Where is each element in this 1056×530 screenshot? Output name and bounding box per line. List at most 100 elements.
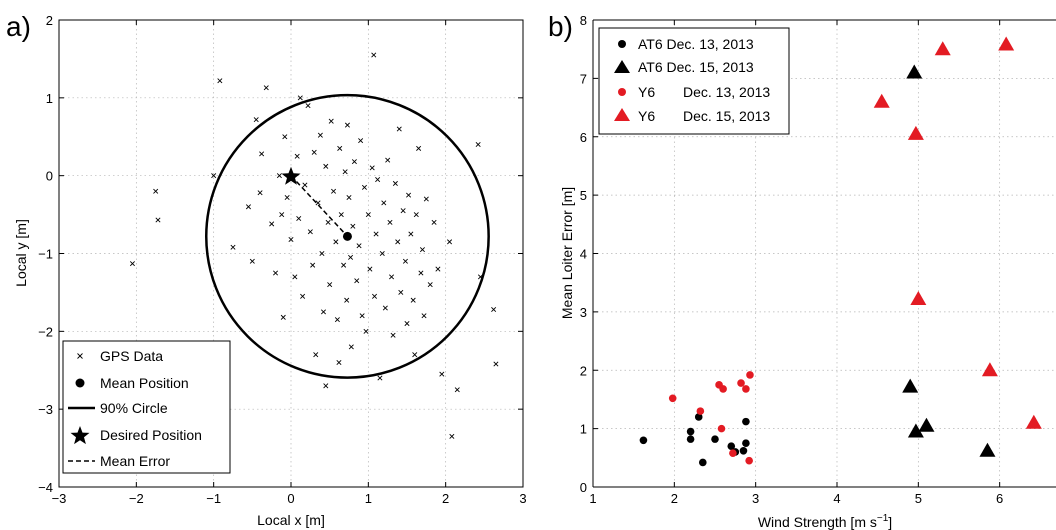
legend-desired-label: Desired Position (100, 427, 202, 443)
gps-data-point (431, 219, 437, 225)
gps-data-point (155, 217, 161, 223)
gps-data-point (217, 78, 223, 84)
data-point-triangle (873, 93, 890, 108)
panel-b-legend: AT6 Dec. 13, 2013 AT6 Dec. 15, 2013 Y6 D… (598, 27, 790, 135)
series-3 (873, 36, 1042, 429)
y-tick-label: 1 (580, 422, 587, 437)
mean-position-marker (342, 231, 352, 241)
gps-data-point (253, 117, 259, 123)
y-tick-label: 2 (580, 363, 587, 378)
gps-data-point (319, 250, 325, 257)
gps-data-point (348, 344, 354, 350)
panel-a-ticks (58, 19, 524, 488)
data-point (711, 435, 719, 443)
gps-data-point (475, 142, 481, 148)
data-point-triangle (902, 378, 919, 393)
series-0 (639, 413, 750, 467)
x-tick-label: 1 (589, 491, 596, 506)
gps-data-point (400, 208, 406, 214)
panel-b-xlabel: Wind Strength [m s−1] (758, 513, 892, 530)
legend-mean-marker-icon (75, 378, 85, 388)
legend-error-label: Mean Error (100, 453, 170, 469)
gps-data-point (153, 188, 159, 194)
legend-item-y6-dec13: Y6 Dec. 13, 2013 (618, 84, 770, 100)
legend-x-mark (77, 353, 83, 359)
gps-data-point (363, 328, 369, 334)
legend-at6-dec13-label: AT6 Dec. 13, 2013 (638, 36, 754, 52)
gps-data-point (491, 307, 497, 313)
legend-item-mean-position: Mean Position (75, 375, 189, 391)
gps-data-point (435, 266, 441, 272)
gps-data-point (390, 332, 396, 338)
gps-data-point (211, 173, 217, 179)
panel-b-ylabel: Mean Loiter Error [m] (559, 187, 575, 319)
gps-data-point (477, 274, 483, 280)
x-tick-label: −3 (52, 491, 67, 506)
gps-data-point (279, 212, 285, 218)
data-point (737, 379, 745, 387)
x-tick-label: 1 (365, 491, 372, 506)
gps-data-point (348, 254, 354, 260)
legend-item-circle: 90% Circle (68, 400, 168, 416)
gps-data-point (305, 103, 311, 109)
legend-item-mean-error: Mean Error (68, 453, 170, 469)
desired-position-star (281, 166, 301, 185)
gps-data-point (395, 239, 401, 245)
gps-data-point (387, 219, 393, 225)
data-point-triangle (910, 291, 927, 306)
legend-item-gps-data: GPS Data (77, 348, 163, 364)
gps-data-point (328, 118, 334, 124)
ninety-percent-circle (205, 93, 490, 379)
gps-data-point (354, 278, 360, 284)
gps-data-point (377, 375, 383, 381)
x-tick-label: 2 (671, 491, 678, 506)
gps-data-point (327, 282, 333, 288)
data-point (686, 435, 695, 443)
x-tick-label: 3 (752, 491, 759, 506)
legend-black-circle-icon (618, 40, 626, 48)
y-tick-label: 5 (580, 188, 587, 203)
gps-data-point (359, 313, 365, 319)
gps-data-point (288, 236, 294, 243)
gps-data-point (439, 371, 445, 377)
y-tick-label: −4 (38, 480, 53, 495)
data-point (742, 417, 750, 426)
legend-y6-dec13-label: Dec. 13, 2013 (683, 84, 770, 100)
data-point (668, 394, 677, 403)
y-tick-label: 4 (580, 247, 587, 262)
gps-data-point (410, 297, 416, 303)
panel-b: b) 1234567012345678 Wind Strength [m s−1… (548, 11, 1056, 530)
legend-gps-marker-icon (77, 353, 83, 359)
gps-data-point (334, 317, 340, 323)
data-point (746, 371, 754, 379)
gps-data-point (313, 352, 319, 358)
legend-item-y6-dec15: Y6 Dec. 15, 2013 (614, 108, 770, 124)
gps-data-point (396, 126, 402, 132)
gps-data-point (356, 243, 362, 249)
x-tick-label: −1 (206, 491, 221, 506)
gps-data-point (350, 223, 356, 229)
x-tick-label: 6 (996, 491, 1003, 506)
gps-data-point (249, 258, 255, 264)
gps-data-point (381, 200, 387, 206)
gps-data-point (282, 134, 288, 140)
gps-data-point (320, 309, 326, 315)
gps-data-point (389, 274, 395, 280)
data-point (699, 458, 707, 467)
gps-data-point (371, 52, 377, 58)
legend-black-triangle-icon (614, 60, 630, 73)
gps-data-point (280, 314, 286, 320)
gps-data-point (317, 132, 323, 138)
x-tick-label: 4 (833, 491, 840, 506)
gps-data-point (323, 163, 329, 169)
x-tick-label: −2 (129, 491, 144, 506)
data-point-triangle (907, 125, 924, 140)
gps-data-point (276, 173, 282, 179)
gps-data-point (419, 247, 425, 253)
data-point-triangle (907, 423, 924, 438)
gps-data-point (344, 297, 350, 303)
gps-data-point (493, 361, 499, 367)
data-point-triangle (979, 442, 996, 457)
